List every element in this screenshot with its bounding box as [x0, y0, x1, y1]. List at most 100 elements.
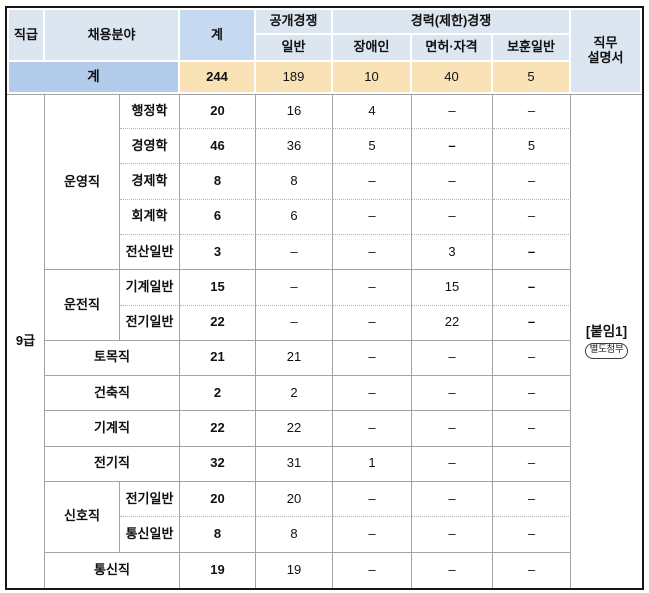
table-row: 기계직 22 22 – – –: [7, 411, 642, 447]
cell-veteran: –: [493, 93, 572, 130]
table-row: 토목직 21 21 – – –: [7, 340, 642, 377]
header-veteran: 보훈일반: [493, 35, 572, 63]
cell-general: 16: [256, 93, 333, 130]
row-label: 전산일반: [120, 234, 180, 271]
separate-attachment-badge: 별도첨부: [571, 340, 642, 359]
row-label: 전기직: [45, 446, 180, 482]
cell-general: –: [256, 305, 333, 341]
table-row: 신호직 전기일반 20 20 – – –: [7, 482, 642, 553]
annotation-cell: [붙임1] 별도첨부: [571, 93, 643, 588]
total-label: 계: [7, 62, 180, 94]
cell-general: 22: [256, 411, 333, 447]
table-row: 전산일반 3 – – 3 –: [7, 234, 642, 271]
header-job-description: 직무 설명서: [571, 8, 643, 94]
header-career-competition: 경력(제한)경쟁: [333, 8, 572, 36]
total-row: 계 244 189 10 40 5: [7, 62, 642, 94]
table-row: 운전직 기계일반 15 – – 15 –: [7, 270, 642, 341]
cell-license: –: [412, 552, 493, 588]
cell-disabled: –: [333, 199, 412, 235]
recruitment-table-grid: 직급 채용분야 계 공개경쟁 경력(제한)경쟁 직무 설명서 일반 장애인 면허…: [7, 8, 643, 588]
cell-disabled: –: [333, 234, 412, 271]
cell-license: –: [412, 517, 493, 553]
cell-disabled: –: [333, 340, 412, 377]
cell-veteran: –: [493, 305, 572, 341]
group-driving: 운전직: [45, 270, 120, 341]
table-row: 경영학 46 36 5 – 5: [7, 129, 642, 165]
cell-license: –: [412, 129, 493, 165]
cell-general: 31: [256, 446, 333, 482]
cell-veteran: –: [493, 234, 572, 271]
cell-disabled: 5: [333, 129, 412, 165]
row-label: 토목직: [45, 340, 180, 377]
row-label: 기계직: [45, 411, 180, 447]
header-open-general: 일반: [256, 35, 333, 63]
cell-veteran: –: [493, 482, 572, 518]
cell-disabled: –: [333, 552, 412, 588]
cell-disabled: –: [333, 517, 412, 553]
cell-veteran: –: [493, 376, 572, 412]
cell-general: 20: [256, 482, 333, 518]
header-disabled: 장애인: [333, 35, 412, 63]
header-open-competition: 공개경쟁: [256, 8, 333, 36]
row-label: 전기일반: [120, 305, 180, 341]
table-row: 통신일반 8 8 – – –: [7, 517, 642, 553]
cell-disabled: 1: [333, 446, 412, 482]
table-row: 9급 운영직 행정학 20 16 4 – – [붙임1] 별도첨부: [7, 93, 643, 588]
cell-general: –: [256, 234, 333, 271]
cell-general: 19: [256, 552, 333, 588]
group-operation: 운영직: [45, 93, 120, 271]
table-row: 회계학 6 6 – – –: [7, 199, 642, 235]
group-signal: 신호직: [45, 482, 120, 553]
table-row: 전기일반 22 – – 22 –: [7, 305, 642, 341]
cell-veteran: –: [493, 411, 572, 447]
row-label: 통신일반: [120, 517, 180, 553]
cell-disabled: 4: [333, 93, 412, 130]
cell-total: 15: [180, 270, 256, 306]
cell-total: 19: [180, 552, 256, 588]
cell-license: –: [412, 376, 493, 412]
cell-general: 6: [256, 199, 333, 235]
total-license: 40: [412, 62, 493, 94]
table-row: 경제학 8 8 – – –: [7, 164, 642, 200]
cell-general: 8: [256, 517, 333, 553]
cell-veteran: 5: [493, 129, 572, 165]
row-label: 건축직: [45, 376, 180, 412]
cell-license: –: [412, 411, 493, 447]
cell-total: 46: [180, 129, 256, 165]
cell-veteran: –: [493, 199, 572, 235]
recruitment-table: 직급 채용분야 계 공개경쟁 경력(제한)경쟁 직무 설명서 일반 장애인 면허…: [5, 6, 644, 590]
cell-total: 20: [180, 482, 256, 518]
cell-total: 2: [180, 376, 256, 412]
header-rank: 직급: [7, 8, 45, 63]
cell-veteran: –: [493, 517, 572, 553]
cell-total: 8: [180, 517, 256, 553]
header-row-1: 직급 채용분야 계 공개경쟁 경력(제한)경쟁 직무 설명서: [7, 8, 643, 94]
cell-general: 36: [256, 129, 333, 165]
cell-veteran: –: [493, 270, 572, 306]
cell-license: –: [412, 446, 493, 482]
cell-general: 21: [256, 340, 333, 377]
row-label: 전기일반: [120, 482, 180, 518]
cell-total: 8: [180, 164, 256, 200]
total-count: 244: [180, 62, 256, 94]
cell-general: 2: [256, 376, 333, 412]
cell-veteran: –: [493, 340, 572, 377]
cell-total: 20: [180, 93, 256, 130]
cell-general: 8: [256, 164, 333, 200]
cell-license: 15: [412, 270, 493, 306]
row-label: 회계학: [120, 199, 180, 235]
cell-license: –: [412, 482, 493, 518]
row-label: 기계일반: [120, 270, 180, 306]
header-license: 면허·자격: [412, 35, 493, 63]
cell-license: 3: [412, 234, 493, 271]
total-general: 189: [256, 62, 333, 94]
row-label: 통신직: [45, 552, 180, 588]
cell-total: 22: [180, 411, 256, 447]
cell-veteran: –: [493, 552, 572, 588]
header-field: 채용분야: [45, 8, 180, 63]
cell-disabled: –: [333, 482, 412, 518]
cell-license: –: [412, 199, 493, 235]
cell-license: –: [412, 340, 493, 377]
cell-disabled: –: [333, 376, 412, 412]
